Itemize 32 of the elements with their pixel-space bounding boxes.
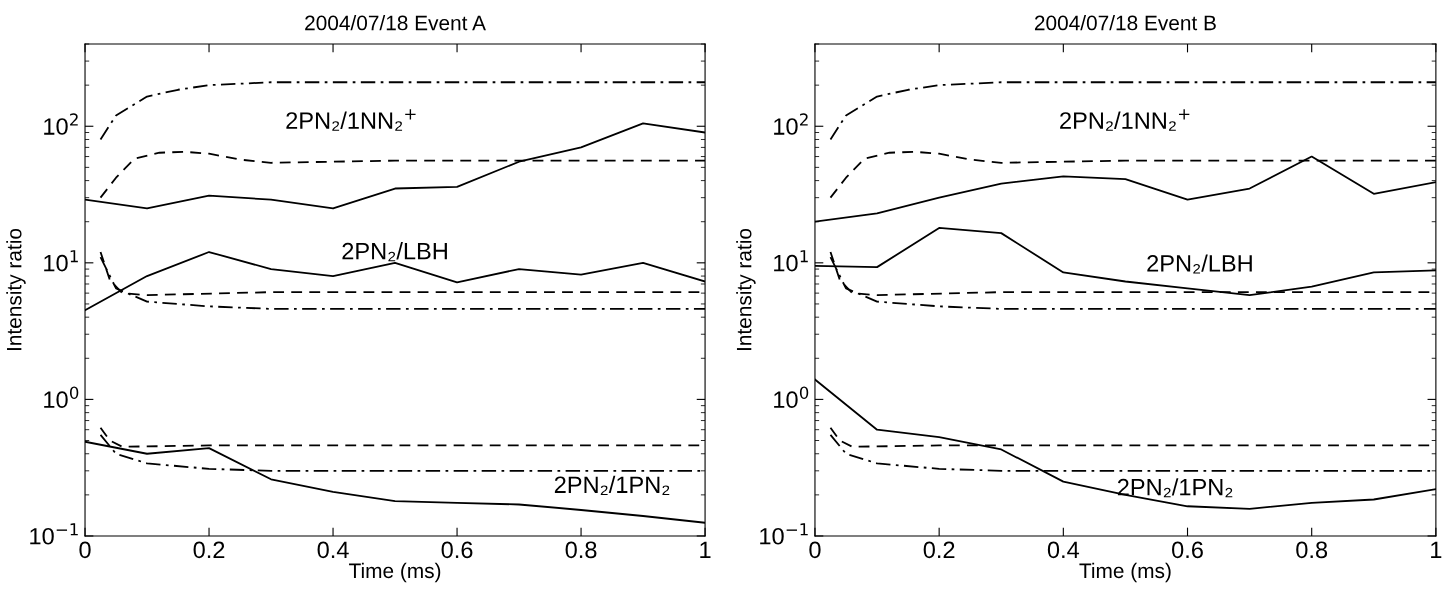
x-tick-label: 1 <box>1431 541 1442 558</box>
x-tick-label: 0.2 <box>193 541 225 559</box>
x-tick-label: 0.4 <box>317 541 349 559</box>
y-tick-label: 10$^{2}$ <box>44 113 78 135</box>
annotation: 2PN₂/LBH <box>342 242 447 262</box>
chart-title: 2004/07/18 Event B <box>1034 15 1216 31</box>
x-axis-title: Time (ms) <box>349 562 441 583</box>
annotation: 2PN₂/LBH <box>1147 254 1252 274</box>
x-tick-label: 0.6 <box>1172 541 1203 559</box>
y-tick-label: 10$^{−1}$ <box>30 523 78 545</box>
y-tick-label: 10$^{0}$ <box>774 386 809 409</box>
y-axis-title: Intensity ratio <box>736 228 756 351</box>
y-axis-title: Intensity ratio <box>6 228 26 351</box>
annotation: 2PN₂/1NN₂$^{+}$ <box>286 109 416 131</box>
x-tick-label: 0.8 <box>565 541 597 559</box>
y-tick-label: 10$^{−1}$ <box>760 523 808 545</box>
y-tick-label: 10$^{1}$ <box>44 250 78 272</box>
annotation: 2PN₂/1PN₂ <box>1117 478 1233 498</box>
x-tick-label: 0 <box>809 541 821 559</box>
annotation: 2PN₂/1NN₂$^{+}$ <box>1060 109 1190 131</box>
annotation: 2PN₂/1PN₂ <box>554 475 670 495</box>
y-tick-label: 10$^{1}$ <box>774 250 808 272</box>
x-tick-label: 1 <box>700 541 711 558</box>
y-tick-label: 10$^{0}$ <box>44 386 79 409</box>
x-axis-title: Time (ms) <box>1079 562 1171 583</box>
y-tick-label: 10$^{2}$ <box>774 113 808 135</box>
x-tick-label: 0.4 <box>1047 541 1080 559</box>
x-tick-label: 0.6 <box>441 541 473 559</box>
x-tick-label: 0.8 <box>1296 541 1328 559</box>
x-tick-label: 0.2 <box>923 541 955 559</box>
chart-title: 2004/07/18 Event A <box>305 15 486 31</box>
x-tick-label: 0 <box>79 541 91 559</box>
